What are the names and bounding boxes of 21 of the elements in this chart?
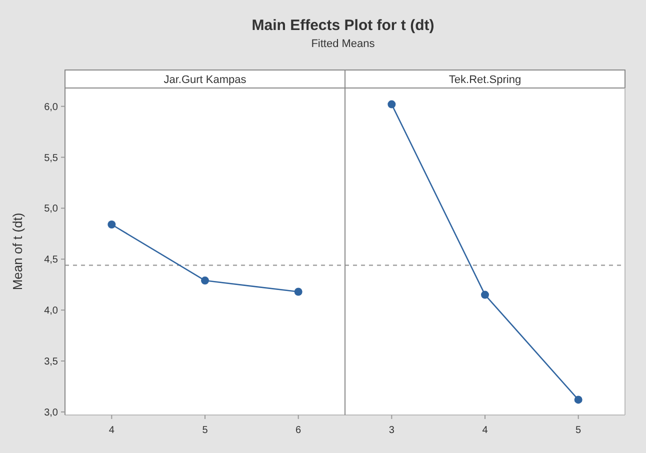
y-tick-label: 5,0 xyxy=(44,204,58,215)
x-tick-label: 3 xyxy=(388,425,395,436)
x-tick-label: 4 xyxy=(482,425,488,436)
x-tick-label: 5 xyxy=(576,425,582,436)
x-tick-label: 5 xyxy=(202,425,208,436)
y-tick-label: 5,5 xyxy=(44,152,58,164)
y-tick-label: 3,5 xyxy=(44,356,58,368)
point xyxy=(201,276,209,285)
point xyxy=(108,220,116,229)
chart-title: Main Effects Plot for t (dt) xyxy=(252,17,434,34)
point xyxy=(294,288,302,296)
y-tick-label: 4,5 xyxy=(44,254,58,266)
y-tick-label: 6,0 xyxy=(44,102,58,113)
y-tick-label: 3,0 xyxy=(44,407,58,418)
x-axis-title: Tek.Ret.Spring xyxy=(448,74,522,86)
y-axis-title: Mean of t (dt) xyxy=(10,212,25,290)
y-tick-label: 4,0 xyxy=(44,306,58,317)
chart-subtitle: Fitted Means xyxy=(311,38,376,50)
x-tick-label: 4 xyxy=(108,425,115,436)
x-axis-title: Jar.Gurt Kampas xyxy=(164,74,247,86)
x-tick-label: 6 xyxy=(296,425,302,436)
